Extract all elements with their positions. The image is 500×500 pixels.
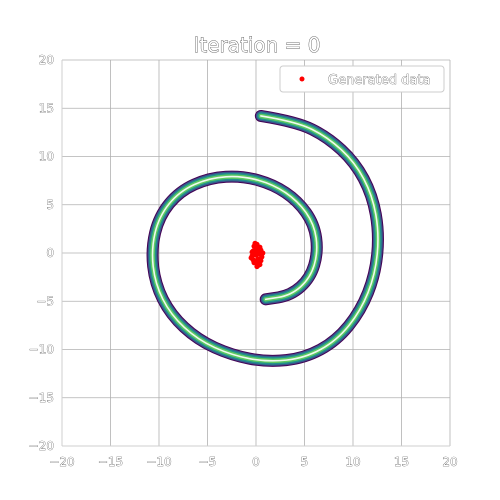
x-tick-label: −10 (146, 455, 171, 469)
data-point (253, 247, 259, 253)
y-tick-labels: −20 −15 −10 −5 0 5 10 15 20 (28, 53, 54, 454)
x-tick-label: 20 (442, 455, 457, 469)
density-contour-level (151, 115, 379, 362)
y-tick-label: −20 (29, 439, 54, 453)
chart-title: Iteration = 0 (193, 33, 320, 57)
legend-marker (299, 76, 305, 82)
legend-label: Generated data (328, 73, 430, 88)
data-point (260, 250, 266, 256)
data-point (249, 249, 255, 255)
data-point (257, 244, 263, 250)
x-tick-label: 10 (345, 455, 360, 469)
y-tick-label: −15 (29, 391, 54, 405)
scatter-points (248, 240, 266, 270)
y-tick-label: −10 (29, 343, 54, 357)
data-point (252, 240, 258, 246)
y-tick-label: 5 (46, 198, 54, 212)
y-tick-label: 10 (39, 150, 54, 164)
legend: Generated data (279, 65, 445, 93)
data-point (250, 257, 256, 263)
y-tick-label: −5 (36, 294, 54, 308)
y-tick-label: 20 (39, 53, 54, 67)
x-tick-label: −5 (199, 455, 217, 469)
x-tick-label: −15 (98, 455, 123, 469)
axes (61, 60, 450, 447)
y-tick-label: 0 (46, 246, 54, 260)
data-point (253, 252, 259, 258)
x-tick-label: 15 (394, 455, 409, 469)
x-tick-label: 5 (301, 455, 309, 469)
y-tick-label: 15 (39, 101, 54, 115)
x-tick-labels: −20 −15 −10 −5 0 5 10 15 20 (49, 455, 458, 470)
x-tick-label: −20 (49, 455, 74, 469)
data-point (254, 259, 260, 265)
legend-box (279, 65, 445, 93)
x-tick-label: 0 (252, 455, 260, 469)
density-contour (146, 109, 384, 367)
